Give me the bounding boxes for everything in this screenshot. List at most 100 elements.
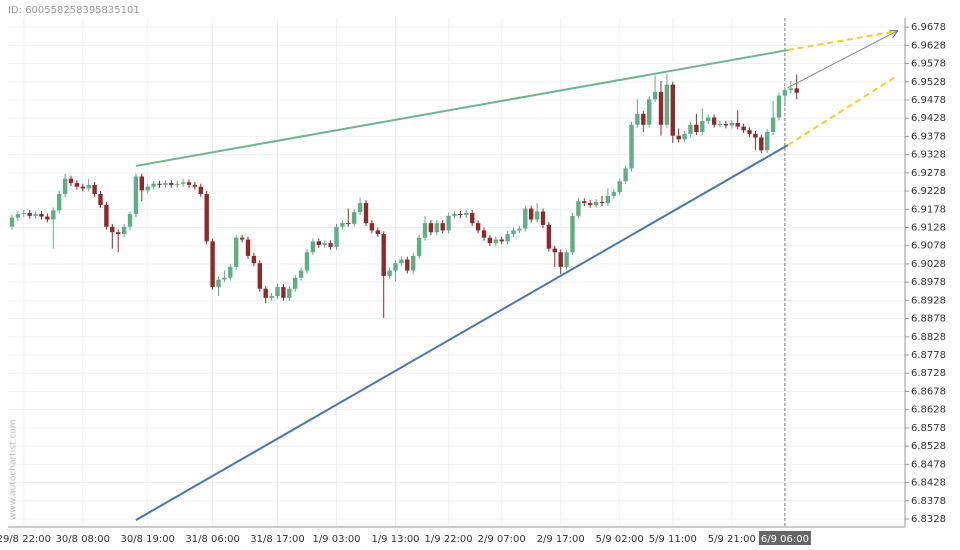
candle-body xyxy=(180,182,186,184)
candle-body xyxy=(576,201,581,216)
candle-body xyxy=(127,214,133,227)
candle-body xyxy=(239,237,245,240)
y-tick-label: 6.8828 xyxy=(911,332,946,343)
candle-body xyxy=(281,286,286,298)
candle-body xyxy=(505,234,510,242)
candle-body xyxy=(298,270,304,278)
candle-body xyxy=(422,223,428,238)
x-tick-label: 31/8 06:00 xyxy=(185,534,239,545)
candle-body xyxy=(192,184,198,187)
grid xyxy=(8,18,905,527)
x-tick-label: 2/9 07:00 xyxy=(478,534,526,545)
candle-body xyxy=(293,277,298,289)
candle-body xyxy=(753,133,758,138)
candle-body xyxy=(357,203,363,213)
candle-body xyxy=(27,212,32,216)
candle-body xyxy=(287,288,292,298)
candle-body xyxy=(464,212,469,216)
candle-body xyxy=(21,212,26,215)
candle-body xyxy=(623,168,628,182)
trend-line xyxy=(787,30,898,52)
candle-body xyxy=(599,201,605,204)
candle-body xyxy=(133,176,139,215)
y-tick-label: 6.8328 xyxy=(911,514,946,525)
y-tick-label: 6.8528 xyxy=(911,441,946,452)
chart-id: ID: 600558258395835101 xyxy=(8,5,140,16)
y-tick-label: 6.8428 xyxy=(911,478,946,489)
candle-body xyxy=(216,279,221,287)
candle-body xyxy=(416,237,422,256)
candle-body xyxy=(45,216,50,220)
candle-body xyxy=(676,135,681,140)
candle-body xyxy=(517,228,522,231)
candle-body xyxy=(375,230,380,235)
candle-body xyxy=(222,277,227,280)
candle-body xyxy=(80,186,85,189)
candle-body xyxy=(523,208,528,229)
y-tick-label: 6.8728 xyxy=(911,368,946,379)
y-tick-label: 6.9128 xyxy=(911,223,946,234)
candle-body xyxy=(245,239,251,256)
y-tick-label: 6.8878 xyxy=(911,314,946,325)
candle-body xyxy=(210,241,215,287)
candle-body xyxy=(399,259,404,264)
candle-body xyxy=(605,195,611,204)
y-tick-label: 6.8678 xyxy=(911,386,946,397)
candle-body xyxy=(393,263,398,271)
candle-body xyxy=(15,214,21,218)
x-tick-label: 29/8 22:00 xyxy=(0,534,51,545)
trend-line xyxy=(787,75,898,147)
trend-line xyxy=(787,31,897,89)
candle-body xyxy=(57,193,62,211)
candle-body xyxy=(92,184,97,194)
candle-body xyxy=(493,239,498,244)
candle-body xyxy=(688,124,693,134)
candle-body xyxy=(694,124,699,133)
y-tick-label: 6.9428 xyxy=(911,113,946,124)
candle-body xyxy=(204,193,209,242)
candle-body xyxy=(151,183,156,187)
candle-body xyxy=(700,121,705,133)
x-tick-label: 1/9 03:00 xyxy=(312,534,360,545)
candle-body xyxy=(717,124,723,126)
candle-body xyxy=(641,113,646,125)
candle-body xyxy=(322,243,327,245)
candle-body xyxy=(711,117,717,125)
candle-body xyxy=(440,223,445,231)
candle-body xyxy=(33,214,38,216)
candle-body xyxy=(145,186,150,191)
candle-body xyxy=(275,286,280,297)
candle-body xyxy=(546,224,552,249)
candle-body xyxy=(446,215,451,231)
trend-line xyxy=(135,144,789,521)
candle-body xyxy=(682,133,687,140)
y-tick-label: 6.9228 xyxy=(911,186,946,197)
candle-body xyxy=(647,99,652,125)
candle-body xyxy=(747,130,752,134)
candle-body xyxy=(552,248,557,253)
x-tick-label: 5/9 11:00 xyxy=(649,534,697,545)
x-tick-label: 6/9 06:00 xyxy=(761,534,809,545)
y-tick-label: 6.9328 xyxy=(911,150,946,161)
candle-body xyxy=(411,255,416,271)
y-tick-label: 6.9678 xyxy=(911,22,946,33)
x-tick-label: 30/8 08:00 xyxy=(56,534,110,545)
candle-body xyxy=(251,255,257,264)
y-tick-label: 6.9378 xyxy=(911,131,946,142)
candle-body xyxy=(116,232,121,235)
candle-body xyxy=(316,241,321,245)
candle-body xyxy=(169,183,174,185)
candle-body xyxy=(558,252,563,267)
candle-body xyxy=(340,223,345,227)
y-tick-label: 6.9278 xyxy=(911,168,946,179)
x-tick-label: 1/9 22:00 xyxy=(425,534,473,545)
y-tick-label: 6.8928 xyxy=(911,295,946,306)
y-tick-label: 6.9628 xyxy=(911,40,946,51)
candle-body xyxy=(658,91,664,125)
candle-body xyxy=(387,270,392,276)
watermark: www.autochartist.com xyxy=(9,419,19,520)
candle-body xyxy=(765,132,770,151)
candle-body xyxy=(39,214,44,217)
candle-body xyxy=(629,124,634,169)
